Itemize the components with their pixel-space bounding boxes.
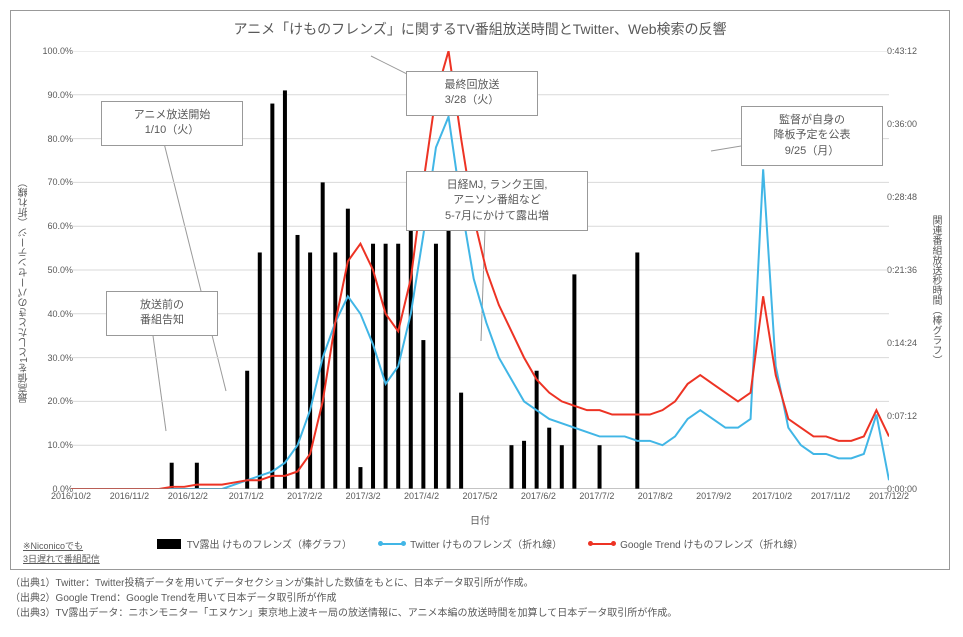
callout: 監督が自身の降板予定を公表9/25（月）	[741, 106, 883, 166]
footnote: ※Niconicoでも3日遅れで番組配信	[23, 539, 100, 565]
legend-bar: TV露出 けものフレンズ（棒グラフ）	[157, 536, 352, 551]
y-left-ticks: 0.0%10.0%20.0%30.0%40.0%50.0%60.0%70.0%8…	[23, 51, 73, 489]
swatch-line-twitter-icon	[380, 543, 404, 545]
legend-google: Google Trend けものフレンズ（折れ線）	[590, 536, 803, 551]
legend: TV露出 けものフレンズ（棒グラフ） Twitter けものフレンズ（折れ線） …	[71, 536, 889, 551]
legend-bar-label: TV露出 けものフレンズ（棒グラフ）	[187, 536, 352, 551]
callout: 最終回放送3/28（火）	[406, 71, 538, 116]
y-right-ticks: 0:00:000:07:120:14:240:21:360:28:480:36:…	[887, 51, 937, 489]
chart-container: アニメ「けものフレンズ」に関するTV番組放送時間とTwitter、Web検索の反…	[10, 10, 950, 570]
sources: （出典1）Twitter：Twitter投稿データを用いてデータセクションが集計…	[10, 576, 953, 621]
callout: アニメ放送開始1/10（火）	[101, 101, 243, 146]
callout: 日経MJ, ランク王国,アニソン番組など5-7月にかけて露出増	[406, 171, 588, 231]
legend-twitter: Twitter けものフレンズ（折れ線）	[380, 536, 562, 551]
chart-title: アニメ「けものフレンズ」に関するTV番組放送時間とTwitter、Web検索の反…	[11, 11, 949, 43]
swatch-line-google-icon	[590, 543, 614, 545]
x-ticks: 2016/10/22016/11/22016/12/22017/1/22017/…	[71, 491, 889, 509]
x-axis-label: 日付	[11, 512, 949, 527]
legend-twitter-label: Twitter けものフレンズ（折れ線）	[410, 536, 562, 551]
legend-google-label: Google Trend けものフレンズ（折れ線）	[620, 536, 803, 551]
swatch-bar-icon	[157, 539, 181, 549]
callout: 放送前の番組告知	[106, 291, 218, 336]
